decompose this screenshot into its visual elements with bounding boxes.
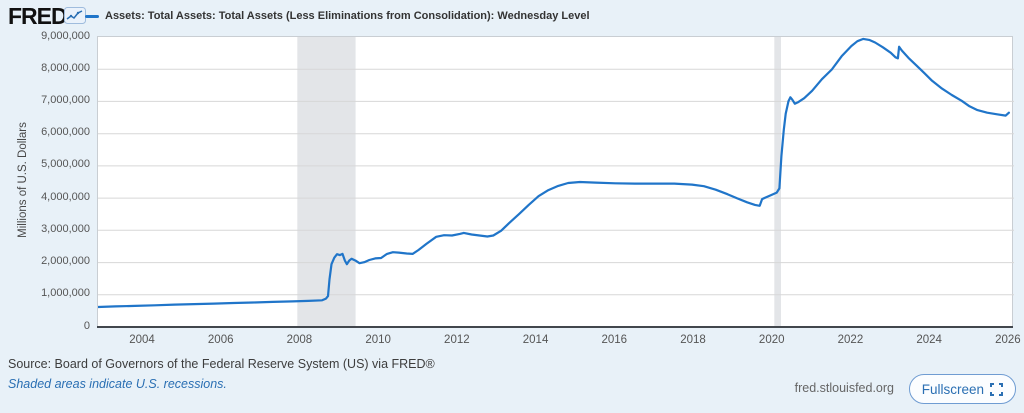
x-tick-label: 2006 — [207, 334, 234, 346]
x-tick-label: 2010 — [365, 334, 391, 346]
x-tick-label: 2018 — [680, 334, 706, 346]
x-tick-label: 2004 — [129, 334, 155, 346]
y-tick-label: 9,000,000 — [41, 29, 90, 42]
recession-band — [297, 37, 356, 327]
y-tick-label: 8,000,000 — [41, 61, 90, 74]
x-tick-label: 2008 — [286, 334, 313, 346]
x-tick-label: 2020 — [758, 334, 785, 346]
legend-series-label: Assets: Total Assets: Total Assets (Less… — [105, 10, 590, 22]
y-tick-label: 6,000,000 — [41, 126, 90, 139]
sparkline-chart-icon[interactable] — [64, 7, 86, 29]
y-tick-label: 0 — [83, 319, 90, 332]
x-tick-label: 2022 — [837, 334, 864, 346]
recession-band — [774, 37, 781, 327]
y-tick-label: 3,000,000 — [41, 222, 90, 235]
chart-plot-area[interactable] — [97, 36, 1014, 327]
fullscreen-button[interactable]: Fullscreen — [908, 374, 1016, 404]
y-tick-label: 2,000,000 — [41, 255, 90, 268]
fred-logo[interactable]: FRED — [8, 3, 68, 29]
y-axis-title: Millions of U.S. Dollars — [17, 122, 29, 238]
source-attribution: Source: Board of Governors of the Federa… — [8, 357, 435, 371]
recession-note-link[interactable]: Shaded areas indicate U.S. recessions. — [8, 377, 227, 391]
chart-legend[interactable]: Assets: Total Assets: Total Assets (Less… — [85, 5, 590, 27]
x-tick-label: 2014 — [522, 334, 549, 346]
line-chart — [98, 37, 1014, 327]
legend-line-swatch — [85, 14, 99, 18]
x-axis-line — [97, 326, 1013, 328]
y-tick-label: 5,000,000 — [41, 158, 90, 171]
site-url-label: fred.stlouisfed.org — [794, 381, 894, 395]
x-tick-label: 2016 — [601, 334, 628, 346]
x-tick-label: 2024 — [916, 334, 942, 346]
x-tick-label: 2026 — [995, 334, 1021, 346]
data-series-line — [98, 37, 1010, 309]
x-tick-label: 2012 — [444, 334, 470, 346]
fullscreen-button-label: Fullscreen — [921, 381, 984, 397]
y-tick-label: 1,000,000 — [41, 287, 90, 300]
fullscreen-icon — [990, 382, 1003, 396]
y-tick-label: 4,000,000 — [41, 190, 90, 203]
y-tick-label: 7,000,000 — [41, 93, 90, 106]
